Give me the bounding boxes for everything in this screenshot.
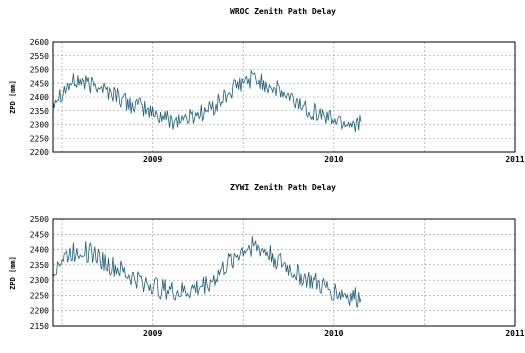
chart-title: ZYWI Zenith Path Delay [230, 182, 336, 192]
y-tick-label: 2350 [30, 107, 49, 116]
y-tick-label: 2250 [30, 291, 49, 300]
x-tick-label: 2010 [324, 155, 343, 164]
y-tick-label: 2200 [30, 307, 49, 316]
x-tick-label: 2010 [324, 329, 343, 338]
chart-zywi: ZYWI Zenith Path Delay ZPD [mm] 2150 2200… [9, 182, 525, 338]
y-tick-label: 2400 [30, 246, 49, 255]
y-tick-label: 2450 [30, 230, 49, 239]
x-tick-label: 2009 [143, 329, 162, 338]
y-tick-label: 2550 [30, 52, 49, 61]
y-tick-label: 2150 [30, 322, 49, 331]
series-line [52, 70, 362, 133]
y-tick-label: 2600 [30, 38, 49, 47]
y-axis-label: ZPD [mm] [9, 80, 17, 114]
y-tick-label: 2200 [30, 148, 49, 157]
x-tick-label: 2011 [505, 329, 524, 338]
y-tick-label: 2250 [30, 134, 49, 143]
y-tick-label: 2350 [30, 261, 49, 270]
chart-wroc: WROC Zenith Path Delay ZPD [mm] 2200 2250… [9, 6, 525, 164]
plot-area [52, 218, 516, 327]
y-tick-label: 2500 [30, 215, 49, 224]
y-tick-label: 2300 [30, 121, 49, 130]
y-tick-label: 2450 [30, 79, 49, 88]
y-axis-label: ZPD [mm] [9, 256, 17, 290]
plot-area [52, 41, 516, 153]
x-tick-label: 2011 [505, 155, 524, 164]
y-tick-label: 2400 [30, 93, 49, 102]
y-tick-label: 2500 [30, 66, 49, 75]
y-tick-label: 2300 [30, 276, 49, 285]
series-line [52, 236, 362, 308]
chart-title: WROC Zenith Path Delay [230, 6, 336, 16]
x-tick-label: 2009 [143, 155, 162, 164]
